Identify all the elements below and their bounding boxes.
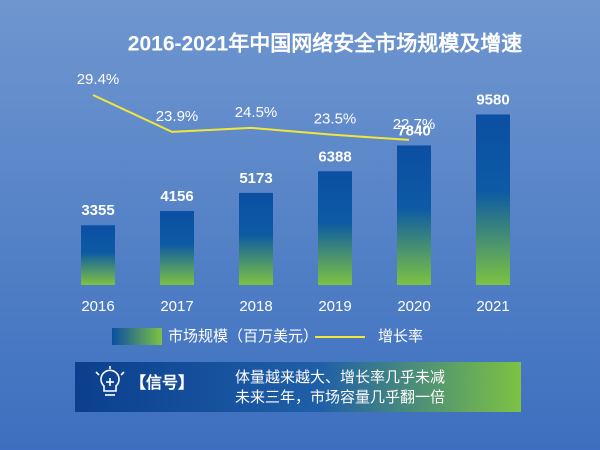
bar (318, 171, 352, 285)
x-tick-label: 2021 (476, 298, 509, 315)
legend: 市场规模（百万美元） 增长率 (112, 328, 423, 345)
bar-value-label: 3355 (81, 202, 114, 219)
bar-value-label: 7840 (397, 122, 430, 139)
callout-line: 体量越来越大、增长率几乎未减 (235, 369, 445, 386)
line-value-label: 29.4% (77, 71, 120, 88)
bar (81, 225, 115, 285)
callout-box (75, 362, 521, 412)
callout-label: 【信号】 (130, 373, 194, 392)
line-value-label: 24.5% (235, 104, 278, 121)
line-value-label: 22.7% (393, 116, 436, 133)
x-tick-label: 2020 (397, 298, 430, 315)
bar-value-label: 9580 (476, 91, 509, 108)
legend-label: 增长率 (378, 328, 423, 345)
callout-line: 未来三年，市场容量几乎翻一倍 (235, 389, 445, 406)
x-tick-label: 2016 (81, 298, 114, 315)
bar (476, 114, 510, 285)
bar (160, 211, 194, 285)
line-value-label: 23.9% (156, 108, 199, 125)
bar-value-label: 4156 (160, 188, 193, 205)
chart-title: 2016-2021年中国网络安全市场规模及增速 (128, 32, 522, 56)
callout: 【信号】 体量越来越大、增长率几乎未减 未来三年，市场容量几乎翻一倍 (75, 362, 521, 412)
x-tick-label: 2017 (160, 298, 193, 315)
bar (239, 192, 273, 285)
line-value-label: 23.5% (314, 111, 357, 128)
bar-value-label: 5173 (239, 170, 272, 187)
x-tick-label: 2018 (239, 298, 272, 315)
bar-value-label: 6388 (318, 148, 351, 165)
bar (397, 145, 431, 285)
x-tick-label: 2019 (318, 298, 351, 315)
growth-line (92, 94, 410, 141)
bulb-icon (95, 366, 125, 396)
legend-label: 市场规模（百万美元） (168, 328, 318, 345)
legend-swatch (112, 328, 162, 345)
